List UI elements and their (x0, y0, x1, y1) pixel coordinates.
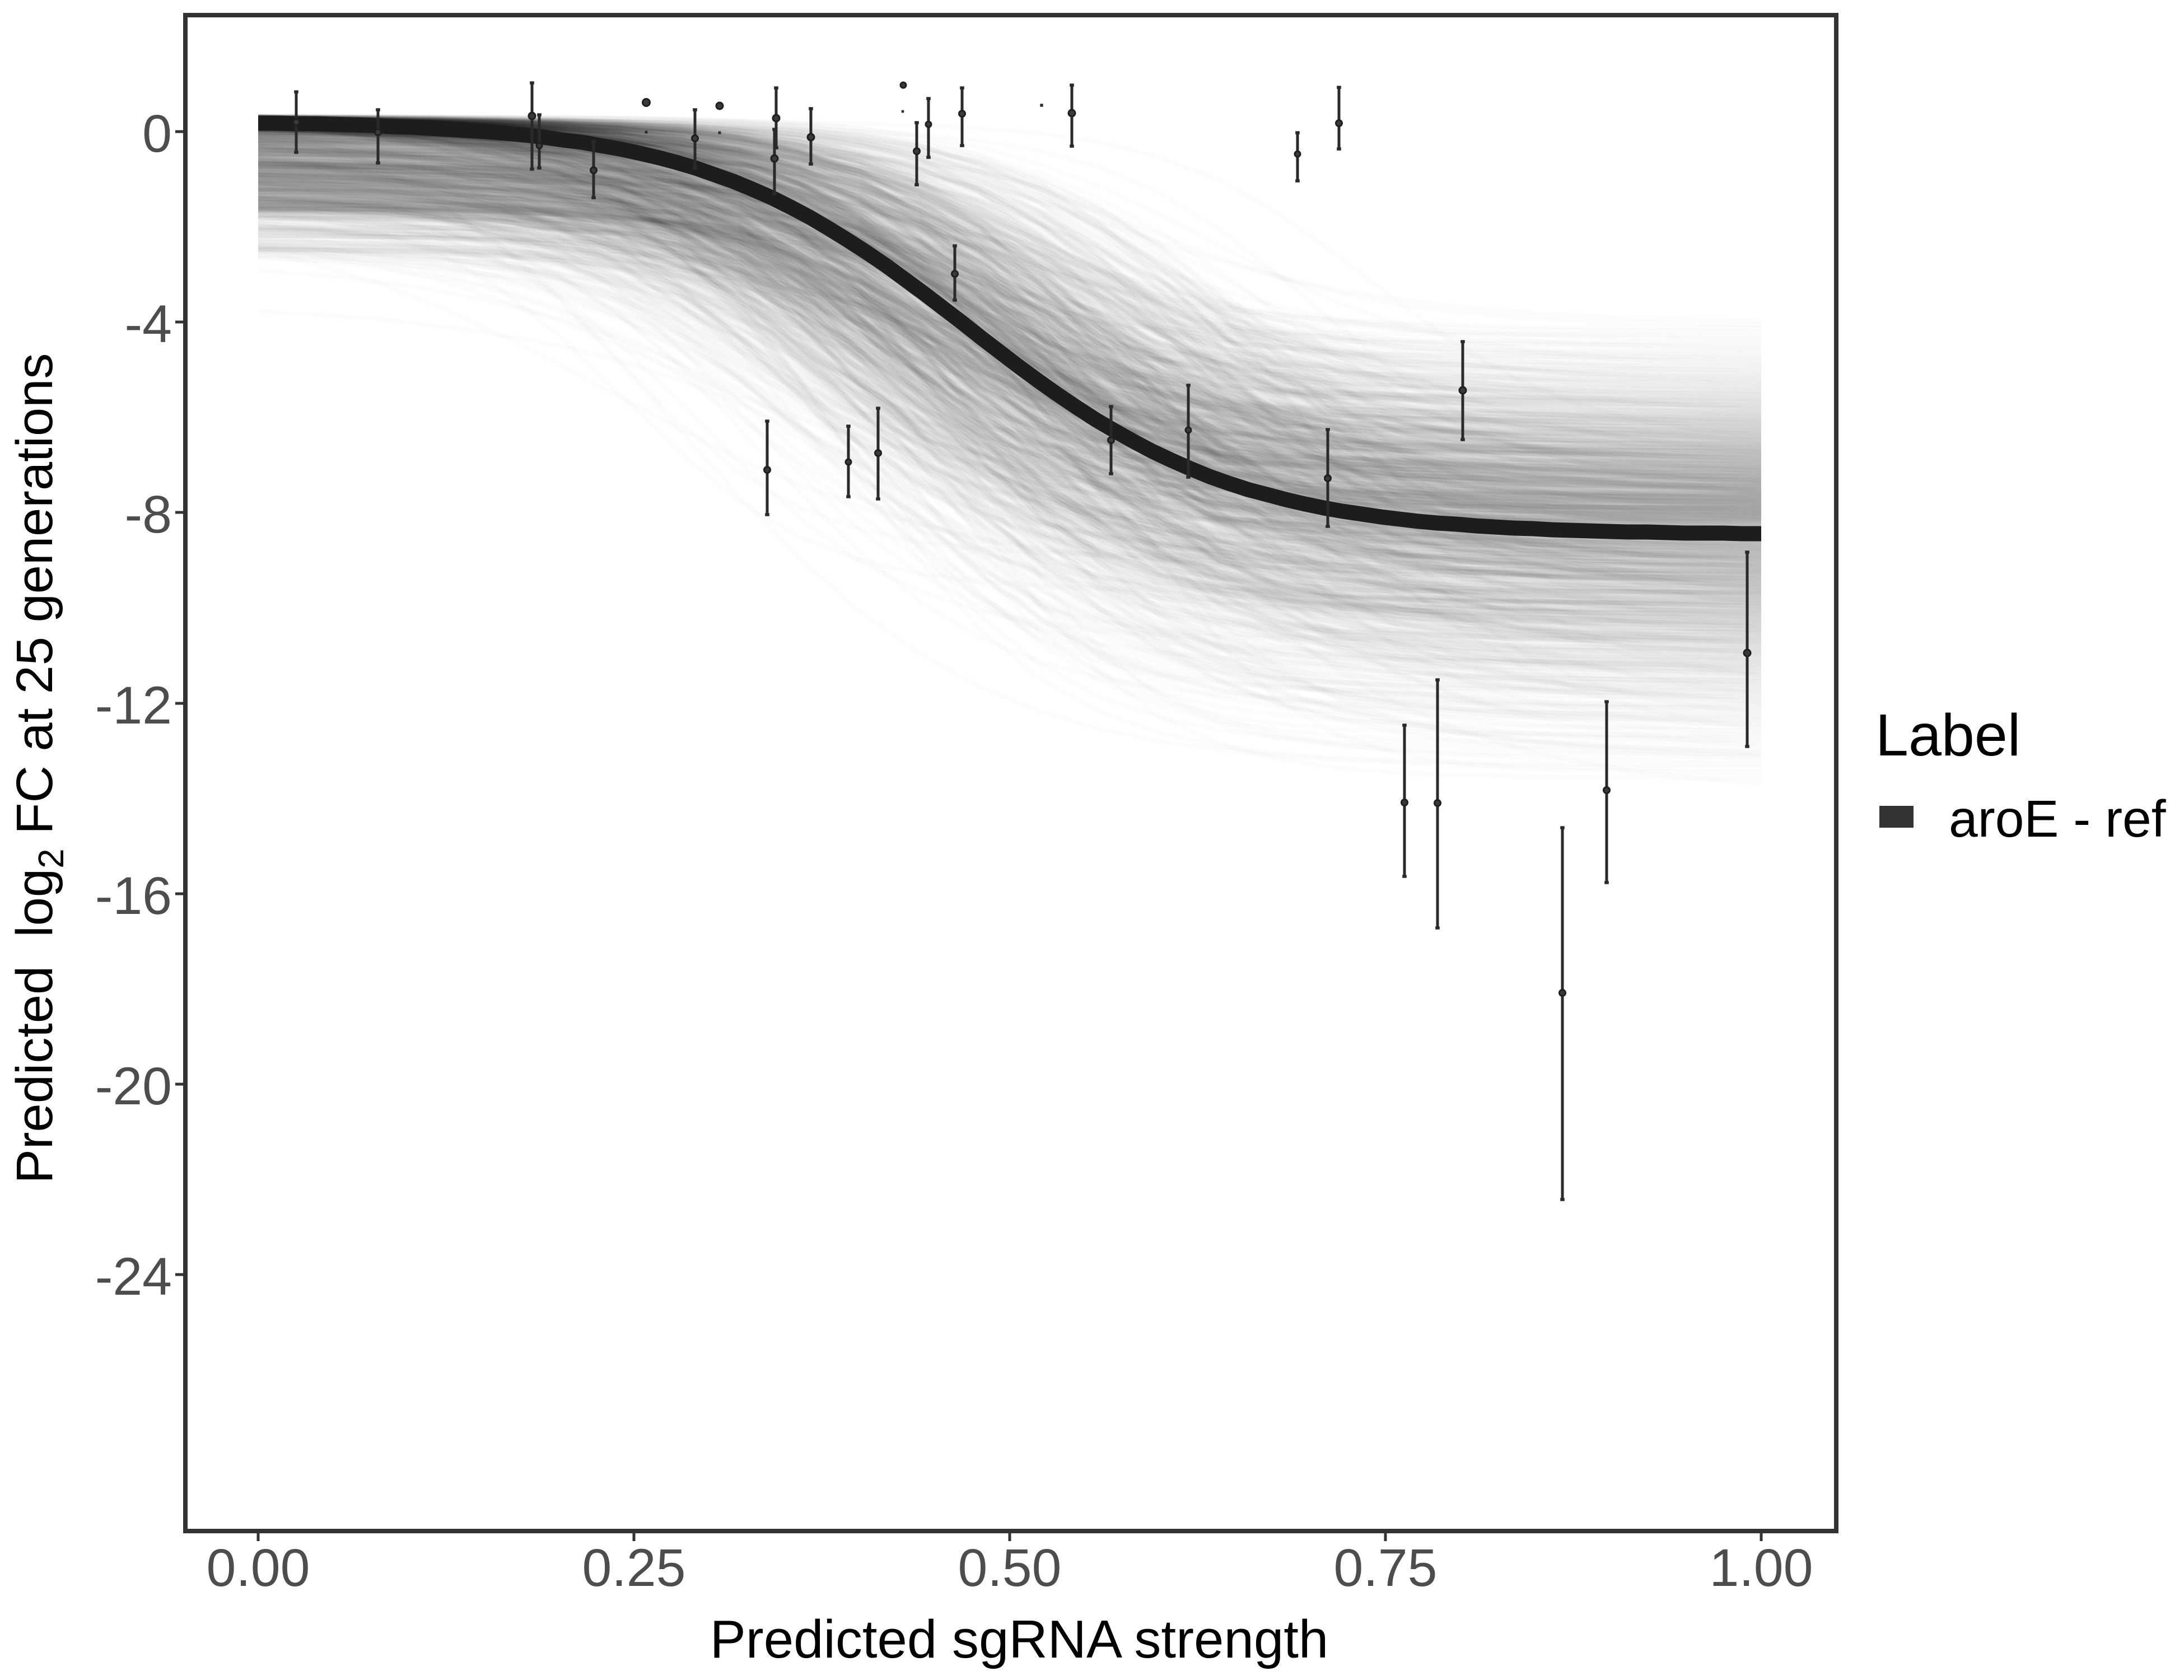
svg-text:0.75: 0.75 (1334, 1538, 1438, 1598)
svg-text:0.25: 0.25 (582, 1538, 686, 1598)
svg-text:0.50: 0.50 (958, 1538, 1062, 1598)
svg-text:-8: -8 (125, 485, 172, 544)
svg-text:Predicted sgRNA strength: Predicted sgRNA strength (710, 1609, 1329, 1669)
svg-text:-16: -16 (95, 866, 172, 926)
svg-text:-24: -24 (95, 1247, 172, 1306)
svg-text:-20: -20 (95, 1057, 172, 1116)
svg-text:0.00: 0.00 (207, 1538, 310, 1598)
svg-text:aroE - ref: aroE - ref (1949, 790, 2166, 848)
svg-text:1.00: 1.00 (1710, 1538, 1813, 1598)
svg-text:Predicted log2 FC at 25 gener: Predicted log2 FC at 25 generations (6, 353, 71, 1184)
svg-text:-4: -4 (125, 295, 172, 354)
svg-text:-12: -12 (95, 676, 172, 735)
svg-text:Label: Label (1875, 702, 2020, 768)
svg-text:0: 0 (142, 104, 172, 164)
